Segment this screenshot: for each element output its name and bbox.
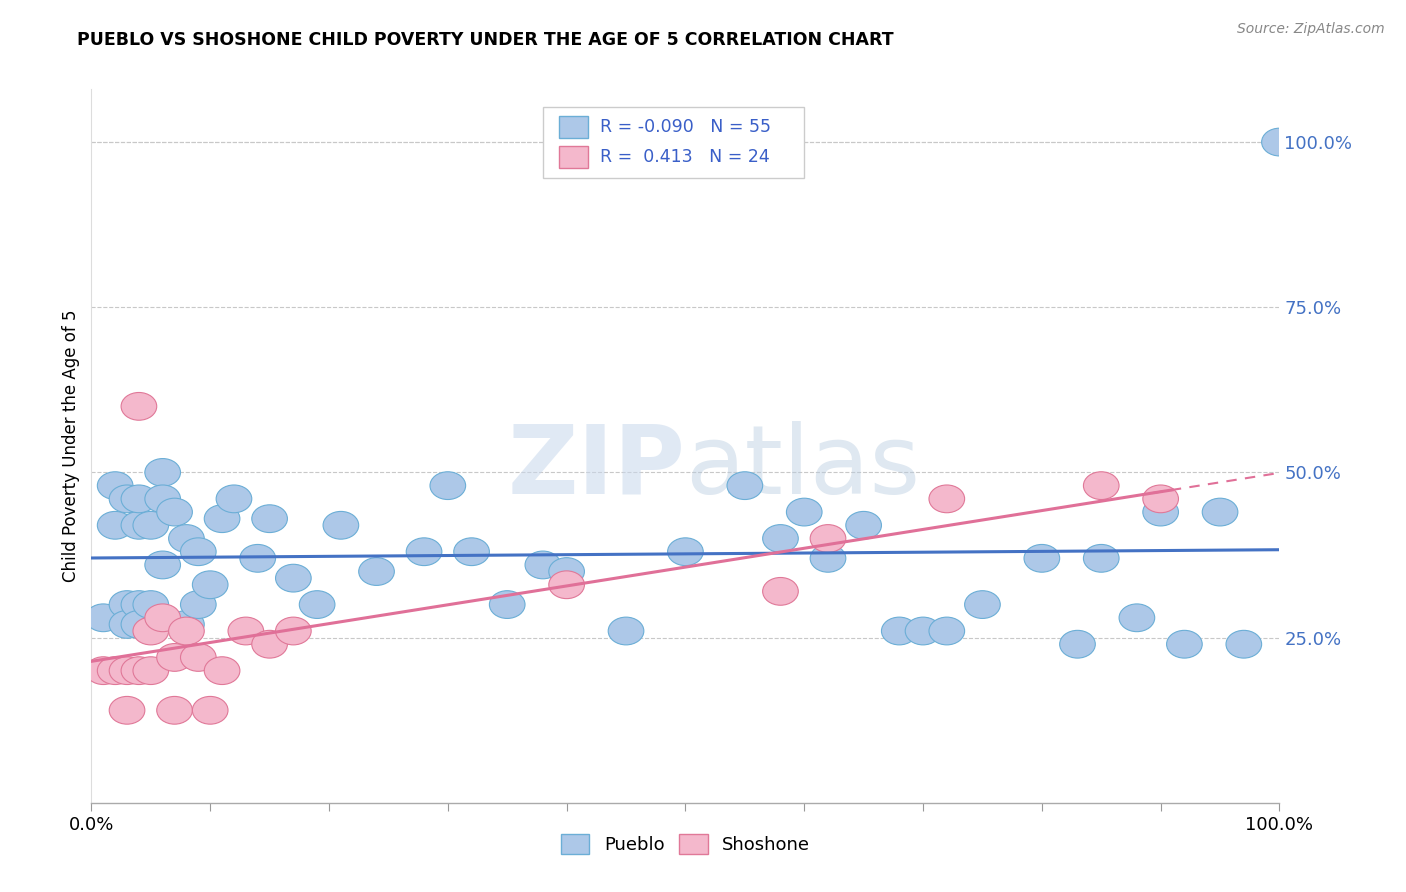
Legend: Pueblo, Shoshone: Pueblo, Shoshone xyxy=(554,827,817,862)
Text: PUEBLO VS SHOSHONE CHILD POVERTY UNDER THE AGE OF 5 CORRELATION CHART: PUEBLO VS SHOSHONE CHILD POVERTY UNDER T… xyxy=(77,31,894,49)
Ellipse shape xyxy=(1261,128,1298,156)
Ellipse shape xyxy=(524,551,561,579)
Ellipse shape xyxy=(180,538,217,566)
Ellipse shape xyxy=(121,392,156,420)
Text: ZIP: ZIP xyxy=(508,421,685,514)
Ellipse shape xyxy=(762,524,799,552)
Ellipse shape xyxy=(145,458,180,486)
FancyBboxPatch shape xyxy=(543,107,804,178)
Ellipse shape xyxy=(1084,544,1119,572)
Ellipse shape xyxy=(110,697,145,724)
Ellipse shape xyxy=(134,657,169,684)
Y-axis label: Child Poverty Under the Age of 5: Child Poverty Under the Age of 5 xyxy=(62,310,80,582)
Ellipse shape xyxy=(145,485,180,513)
Ellipse shape xyxy=(430,472,465,500)
Ellipse shape xyxy=(1084,472,1119,500)
Ellipse shape xyxy=(156,697,193,724)
Ellipse shape xyxy=(97,472,134,500)
Ellipse shape xyxy=(121,591,156,618)
Ellipse shape xyxy=(1167,631,1202,658)
FancyBboxPatch shape xyxy=(560,116,588,138)
Ellipse shape xyxy=(180,643,217,672)
Text: R =  0.413   N = 24: R = 0.413 N = 24 xyxy=(600,148,769,166)
Ellipse shape xyxy=(1143,485,1178,513)
Ellipse shape xyxy=(727,472,762,500)
Ellipse shape xyxy=(121,657,156,684)
Ellipse shape xyxy=(762,577,799,606)
Ellipse shape xyxy=(134,617,169,645)
Ellipse shape xyxy=(169,610,204,639)
Ellipse shape xyxy=(97,657,134,684)
Ellipse shape xyxy=(1024,544,1060,572)
Ellipse shape xyxy=(252,505,287,533)
Ellipse shape xyxy=(489,591,524,618)
Ellipse shape xyxy=(548,571,585,599)
Ellipse shape xyxy=(156,499,193,526)
Ellipse shape xyxy=(276,565,311,592)
Ellipse shape xyxy=(169,524,204,552)
Ellipse shape xyxy=(121,511,156,539)
Ellipse shape xyxy=(193,697,228,724)
Ellipse shape xyxy=(609,617,644,645)
Ellipse shape xyxy=(110,485,145,513)
Ellipse shape xyxy=(228,617,264,645)
Ellipse shape xyxy=(548,558,585,585)
Text: R = -0.090   N = 55: R = -0.090 N = 55 xyxy=(600,118,770,136)
Ellipse shape xyxy=(121,610,156,639)
Ellipse shape xyxy=(299,591,335,618)
Ellipse shape xyxy=(110,591,145,618)
Ellipse shape xyxy=(240,544,276,572)
Ellipse shape xyxy=(1226,631,1261,658)
Ellipse shape xyxy=(145,551,180,579)
Ellipse shape xyxy=(406,538,441,566)
Ellipse shape xyxy=(810,544,846,572)
Ellipse shape xyxy=(1202,499,1237,526)
Ellipse shape xyxy=(134,591,169,618)
Ellipse shape xyxy=(97,511,134,539)
Ellipse shape xyxy=(110,610,145,639)
Ellipse shape xyxy=(121,485,156,513)
Ellipse shape xyxy=(1143,499,1178,526)
Ellipse shape xyxy=(454,538,489,566)
FancyBboxPatch shape xyxy=(560,145,588,169)
Ellipse shape xyxy=(86,657,121,684)
Ellipse shape xyxy=(668,538,703,566)
Ellipse shape xyxy=(134,511,169,539)
Ellipse shape xyxy=(193,571,228,599)
Text: Source: ZipAtlas.com: Source: ZipAtlas.com xyxy=(1237,22,1385,37)
Ellipse shape xyxy=(1119,604,1154,632)
Ellipse shape xyxy=(169,617,204,645)
Ellipse shape xyxy=(882,617,917,645)
Ellipse shape xyxy=(965,591,1000,618)
Ellipse shape xyxy=(929,617,965,645)
Ellipse shape xyxy=(929,485,965,513)
Ellipse shape xyxy=(359,558,394,585)
Ellipse shape xyxy=(204,505,240,533)
Ellipse shape xyxy=(86,604,121,632)
Ellipse shape xyxy=(156,643,193,672)
Ellipse shape xyxy=(276,617,311,645)
Ellipse shape xyxy=(1060,631,1095,658)
Ellipse shape xyxy=(810,524,846,552)
Ellipse shape xyxy=(252,631,287,658)
Text: atlas: atlas xyxy=(685,421,921,514)
Ellipse shape xyxy=(217,485,252,513)
Ellipse shape xyxy=(110,657,145,684)
Ellipse shape xyxy=(786,499,823,526)
Ellipse shape xyxy=(145,604,180,632)
Ellipse shape xyxy=(846,511,882,539)
Ellipse shape xyxy=(204,657,240,684)
Ellipse shape xyxy=(905,617,941,645)
Ellipse shape xyxy=(180,591,217,618)
Ellipse shape xyxy=(323,511,359,539)
